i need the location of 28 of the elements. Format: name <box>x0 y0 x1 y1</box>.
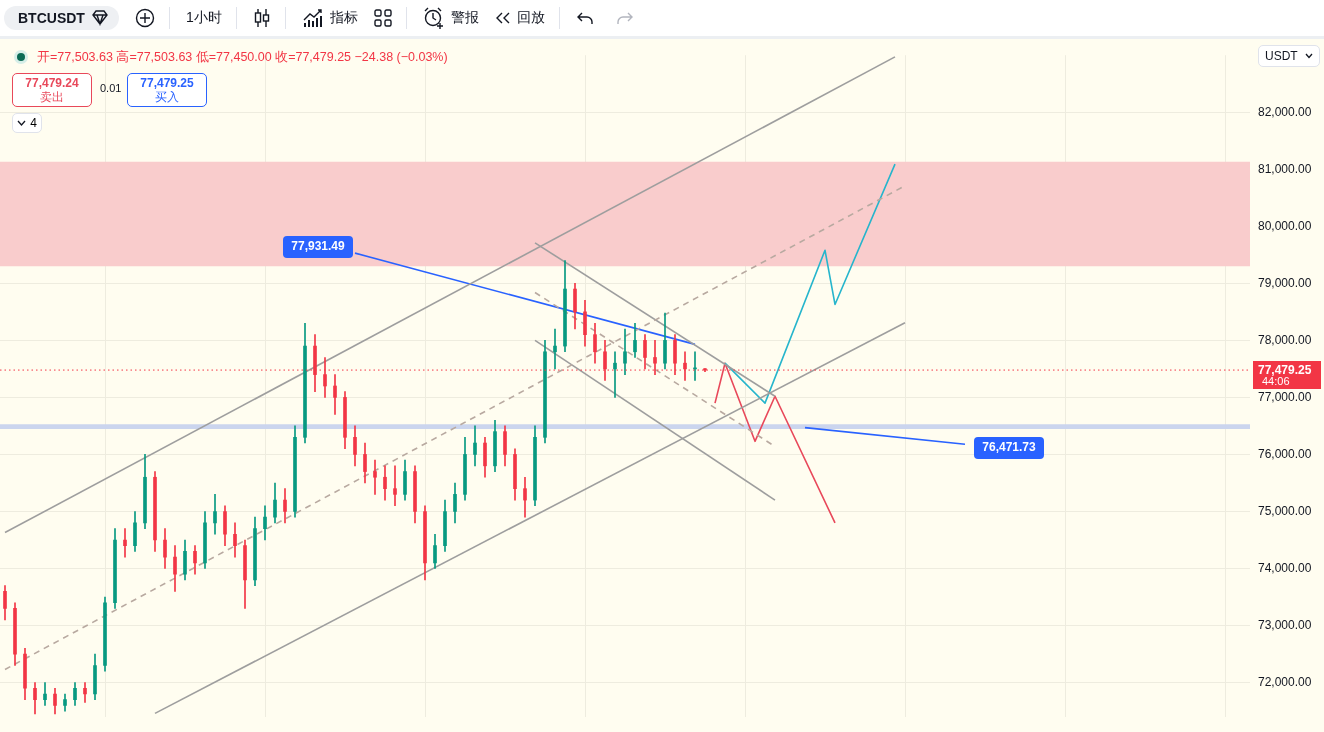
annotation: 77,479.24 <box>24 76 80 90</box>
y-tick-label: 79,000.00 <box>1258 275 1312 290</box>
annotation: 买入 <box>154 90 180 104</box>
y-tick-label: 80,000.00 <box>1258 218 1312 233</box>
text: 指标 <box>329 9 358 27</box>
annotation: 76,471.73 <box>974 437 1044 459</box>
ref-line-label: 77,479.25 <box>1258 363 1312 378</box>
y-tick-label: 72,000.00 <box>1258 674 1312 689</box>
annotation: 77,931.49 <box>283 236 353 258</box>
text: 警报 <box>450 9 479 27</box>
annotation: 卖出 <box>39 90 65 104</box>
annotation: 4 <box>30 116 37 130</box>
annotation: 77,479.25 <box>139 76 195 90</box>
annotation: 0.01 <box>100 82 122 94</box>
y-tick-label: 73,000.00 <box>1258 617 1312 632</box>
text: USDT <box>1265 49 1298 63</box>
y-tick-label: 77,000.00 <box>1258 389 1312 404</box>
y-tick-label: 78,000.00 <box>1258 332 1312 347</box>
text: BTCUSDT <box>18 10 85 26</box>
y-tick-label: 75,000.00 <box>1258 503 1312 518</box>
y-tick-label: 81,000.00 <box>1258 161 1312 176</box>
y-tick-label: 82,000.00 <box>1258 104 1312 119</box>
annotation: 开=77,503.63 高=77,503.63 低=77,450.00 收=77,479.25 −24.38 (−0.03%) <box>37 49 448 66</box>
y-tick-label: 76,000.00 <box>1258 446 1312 461</box>
text: 44:06 <box>1262 375 1290 388</box>
text: 回放 <box>516 9 545 27</box>
text: 1小时 <box>185 9 222 27</box>
y-tick-label: 74,000.00 <box>1258 560 1312 575</box>
